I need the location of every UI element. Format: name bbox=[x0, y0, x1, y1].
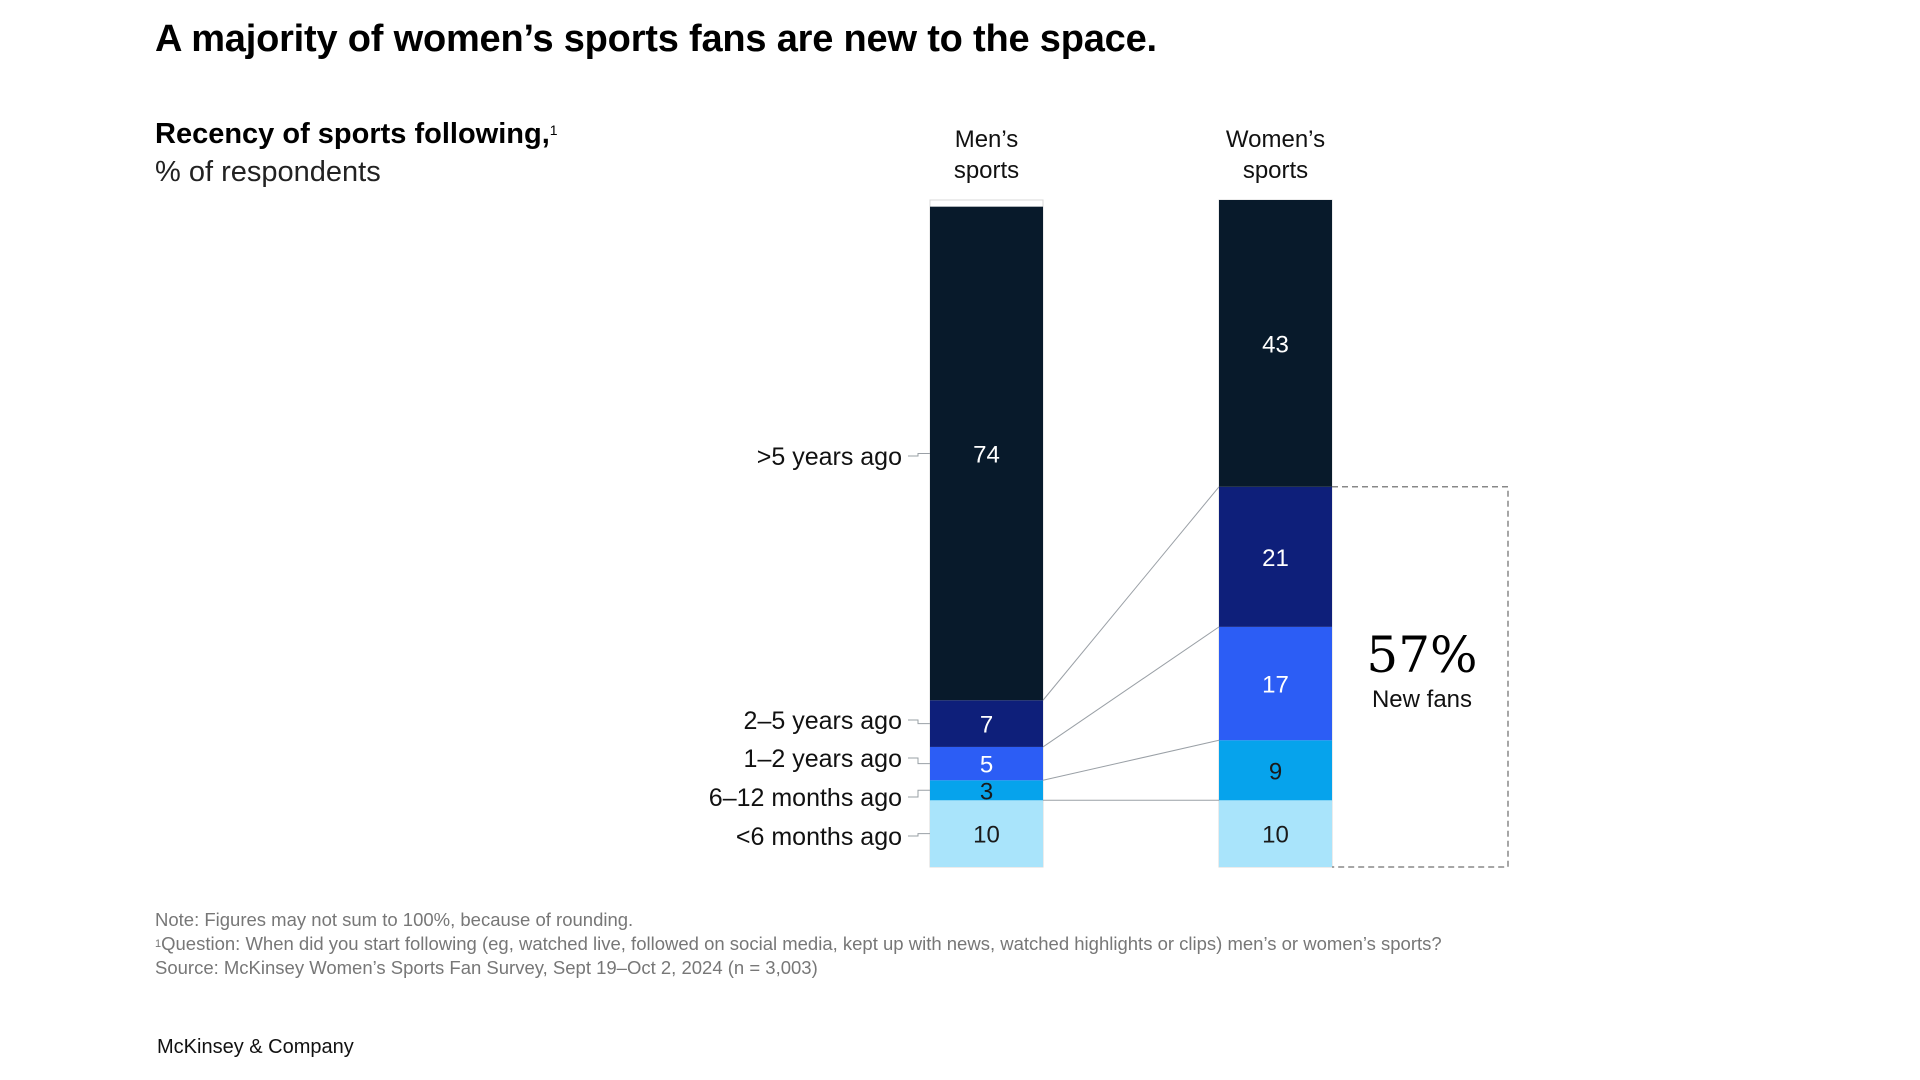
data-label: 7 bbox=[980, 712, 993, 739]
question-footnote-marker: 1 bbox=[155, 938, 162, 950]
bar-segment-men-m6-12 bbox=[930, 780, 1043, 801]
bar-segment-women-y1-2 bbox=[1219, 626, 1332, 741]
series-label: 1–2 years ago bbox=[744, 745, 902, 773]
subtitle-footnote-marker: 1 bbox=[549, 122, 558, 138]
series-leader-line bbox=[908, 833, 930, 837]
new-fans-bracket bbox=[1332, 486, 1509, 868]
data-label: 5 bbox=[980, 752, 993, 779]
question-line: 1Question: When did you start following … bbox=[155, 932, 1442, 956]
bar-segment-men-y1-2 bbox=[930, 746, 1043, 781]
bar-segment-women-lt6 bbox=[1219, 800, 1332, 867]
source-line: Source: McKinsey Women’s Sports Fan Surv… bbox=[155, 957, 818, 978]
data-label: 21 bbox=[1262, 545, 1289, 572]
series-label: >5 years ago bbox=[757, 443, 902, 471]
data-label: 9 bbox=[1269, 758, 1282, 785]
chart-notes: Note: Figures may not sum to 100%, becau… bbox=[155, 908, 1442, 980]
category-label: Women’s bbox=[1226, 126, 1325, 153]
question-text: Question: When did you start following (… bbox=[161, 933, 1442, 954]
series-label: <6 months ago bbox=[736, 823, 902, 851]
connector-line bbox=[1042, 486, 1220, 701]
chart-unit: % of respondents bbox=[155, 156, 381, 188]
data-label: 10 bbox=[973, 822, 1000, 849]
subtitle-text: Recency of sports following, bbox=[155, 118, 550, 150]
data-label: 43 bbox=[1262, 331, 1289, 358]
category-label: sports bbox=[954, 157, 1019, 184]
note-line: Note: Figures may not sum to 100%, becau… bbox=[155, 909, 634, 930]
category-label: sports bbox=[1243, 157, 1308, 184]
bar-segment-women-y2-5 bbox=[1219, 486, 1332, 627]
bar-segment-men-y2-5 bbox=[930, 700, 1043, 747]
bar-segment-men-lt6 bbox=[930, 800, 1043, 867]
callout-value: 57% bbox=[1366, 626, 1477, 684]
chart-title: A majority of women’s sports fans are ne… bbox=[155, 18, 1157, 60]
series-leader-line bbox=[908, 452, 930, 457]
data-label: 10 bbox=[1262, 822, 1289, 849]
data-label: 17 bbox=[1262, 672, 1289, 699]
series-leader-line bbox=[908, 757, 930, 765]
bar-segment-men-gt5 bbox=[930, 206, 1043, 701]
connector-line bbox=[1042, 739, 1220, 781]
series-label: 2–5 years ago bbox=[744, 707, 902, 735]
series-leader-line bbox=[908, 789, 930, 798]
data-label: 3 bbox=[980, 778, 993, 805]
series-leader-line bbox=[908, 719, 930, 725]
brand-logo-text: McKinsey & Company bbox=[157, 1036, 354, 1058]
callout-label: New fans bbox=[1372, 686, 1472, 713]
bar-segment-women-gt5 bbox=[1219, 200, 1332, 487]
series-label: 6–12 months ago bbox=[709, 784, 902, 812]
data-label: 74 bbox=[973, 441, 1000, 468]
connector-line bbox=[1042, 626, 1220, 748]
stacked-bar-chart: 10 35 7 74 10 9 17 21 43 Men’s sports Women’s sports… bbox=[709, 126, 1509, 868]
chart-subtitle: Recency of sports following,1 bbox=[155, 118, 558, 151]
category-label: Men’s bbox=[955, 126, 1019, 153]
bar-segment-women-m6-12 bbox=[1219, 740, 1332, 801]
